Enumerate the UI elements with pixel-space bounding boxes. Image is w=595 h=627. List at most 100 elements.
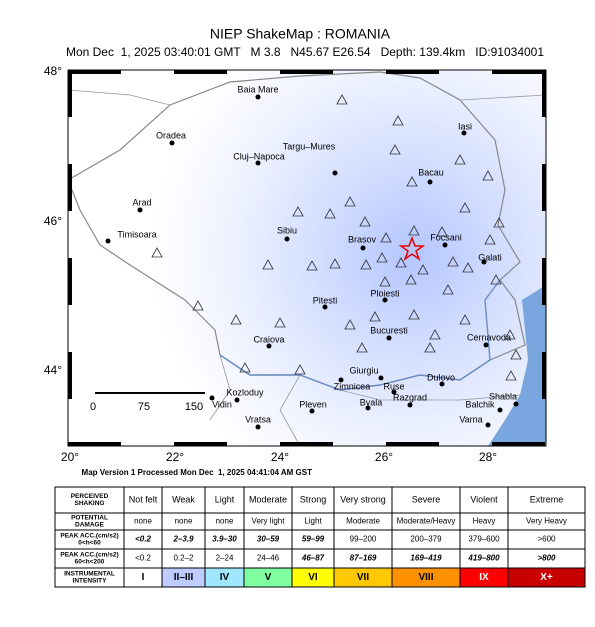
lon-label: 24°	[271, 450, 289, 464]
station	[493, 217, 505, 228]
station	[274, 317, 286, 328]
legend-cell-text: 24–46	[257, 554, 280, 563]
station	[408, 225, 420, 236]
borders	[67, 89, 547, 447]
edge-tick	[68, 70, 121, 74]
markers	[68, 70, 546, 446]
legend-cell-text: <0.2	[135, 535, 151, 544]
station	[192, 300, 204, 311]
city-dot	[255, 424, 261, 430]
station	[151, 247, 163, 258]
map-area	[68, 70, 546, 446]
legend-cell-text: Moderate	[249, 494, 287, 504]
edge-tick	[542, 258, 546, 305]
city-label: Bacau	[418, 167, 444, 177]
city-label: Pleven	[299, 399, 327, 409]
danube	[219, 279, 501, 391]
edge-tick	[68, 70, 72, 117]
lat-label: 44°	[44, 363, 62, 377]
legend-cell-text: Weak	[172, 494, 195, 504]
legend-cell-text: none	[175, 517, 193, 526]
station	[490, 274, 502, 285]
legend-cell-text: 200–379	[410, 535, 442, 544]
city-dot	[255, 160, 261, 166]
station	[447, 256, 459, 267]
footer: Map Version 1 Processed Mon Dec 1, 2025 …	[82, 468, 313, 477]
legend-cell	[54, 486, 125, 514]
station	[406, 176, 418, 187]
city-dot	[105, 238, 111, 244]
station	[459, 202, 471, 213]
legend-cell-text: IX	[479, 572, 489, 583]
station	[262, 259, 274, 270]
station	[369, 311, 381, 322]
legend-cell-text: >600	[537, 535, 556, 544]
city-label: Dulovo	[427, 372, 455, 382]
city-label: Kozloduy	[226, 387, 264, 397]
city-dot	[497, 407, 503, 413]
station	[462, 262, 474, 273]
title: NIEP ShakeMap : ROMANIA	[210, 26, 391, 42]
legend-cell-text: Moderate	[346, 517, 380, 526]
city-dot	[391, 389, 397, 395]
station	[239, 362, 251, 373]
city-label: Craiova	[253, 334, 284, 344]
city-dot	[360, 245, 366, 251]
station	[344, 196, 356, 207]
city-label: Byala	[360, 397, 383, 407]
legend-cell-text: Violent	[470, 494, 498, 504]
legend-cell-text: Very strong	[340, 494, 386, 504]
legend-cell-text: IV	[220, 572, 230, 583]
edge-tick	[542, 70, 546, 117]
legend-row-label: 60<h<200	[75, 559, 105, 566]
city-dot	[407, 402, 413, 408]
station	[505, 370, 517, 381]
legend-cell-text: Extreme	[530, 494, 564, 504]
station	[429, 329, 441, 340]
station	[510, 349, 522, 360]
city-dot	[255, 94, 261, 100]
lat-label: 48°	[44, 64, 62, 78]
city-dot	[338, 377, 344, 383]
subtitle: Mon Dec 1, 2025 03:40:01 GMT M 3.8 N45.6…	[66, 45, 544, 59]
city-label: Ruse	[383, 381, 404, 391]
lon-label: 26°	[375, 450, 393, 464]
legend-cell	[507, 486, 586, 514]
city-dot	[332, 170, 338, 176]
legend-cell-text: 46–87	[301, 554, 325, 563]
station	[459, 314, 471, 325]
city-label: Cernavoda	[467, 332, 511, 342]
city-label: Timisoara	[117, 229, 156, 239]
city-label: Vidin	[212, 399, 232, 409]
legend-cell-text: II–III	[174, 572, 194, 583]
legend-cell-text: 2–24	[216, 554, 234, 563]
city-label: Brasov	[348, 234, 377, 244]
city-label: Shabla	[489, 391, 517, 401]
legend-row-label: SHAKING	[75, 500, 105, 507]
city-label: Ploiesti	[370, 288, 399, 298]
city-dot	[266, 343, 272, 349]
legend-cell	[291, 486, 335, 514]
legend-cell-text: Moderate/Heavy	[397, 517, 456, 526]
city-dot	[513, 401, 519, 407]
city-label: Focsani	[430, 232, 462, 242]
edge-tick	[174, 70, 227, 74]
station	[344, 319, 356, 330]
city-label: Arad	[132, 197, 151, 207]
legend-cell-text: Very light	[252, 517, 286, 526]
station	[324, 208, 336, 219]
station	[292, 206, 304, 217]
station	[356, 342, 368, 353]
station	[336, 94, 348, 105]
legend-cell	[459, 486, 509, 514]
intensity-color	[507, 567, 586, 588]
city-label: Targu–Mures	[283, 141, 336, 151]
city-label: Balchik	[465, 399, 495, 409]
edge-tick	[68, 442, 121, 446]
station	[405, 274, 417, 285]
city-label: Iasi	[458, 121, 472, 131]
city-dot	[169, 140, 175, 146]
station	[389, 144, 401, 155]
legend-cell-text: Not felt	[129, 494, 158, 504]
